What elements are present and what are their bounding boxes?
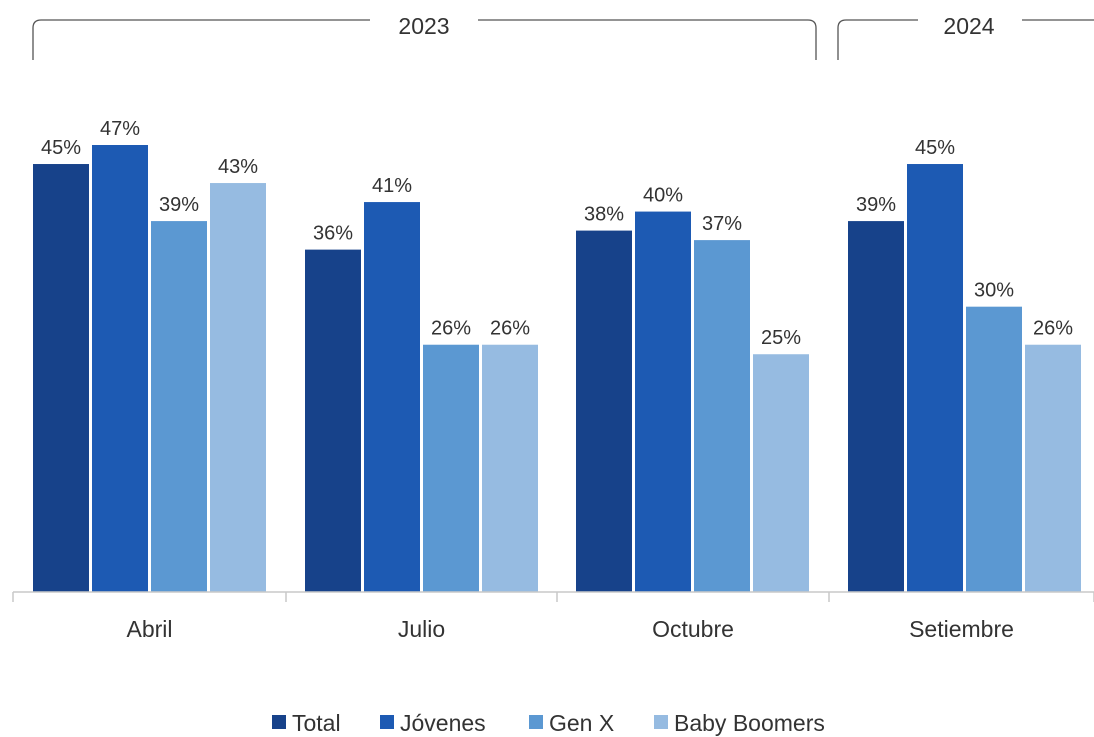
bar-julio-baby-boomers	[482, 344, 538, 592]
year-label-2024: 2024	[943, 13, 994, 39]
bars-layer	[33, 145, 1081, 593]
bar-setiembre-jovenes	[907, 164, 963, 592]
data-label-julio-jovenes: 41%	[372, 175, 412, 197]
data-label-abril-total: 45%	[41, 137, 81, 159]
legend-label-baby-boomers: Baby Boomers	[674, 710, 825, 736]
legend-swatch-gen-x	[529, 715, 543, 729]
bar-abril-total	[33, 164, 89, 592]
data-label-octubre-jovenes: 40%	[643, 185, 683, 207]
legend-label-jovenes: Jóvenes	[400, 710, 486, 736]
bar-setiembre-total	[848, 221, 904, 592]
bar-octubre-baby-boomers	[753, 354, 809, 592]
data-labels-layer: 45% 47% 39% 43% 36% 41% 26% 26% 38% 40% 37% 25% 39% 4…	[41, 118, 1073, 349]
data-label-abril-gen-x: 39%	[159, 194, 199, 216]
legend-label-gen-x: Gen X	[549, 710, 614, 736]
bar-julio-jovenes	[364, 202, 420, 592]
legend: Total Jóvenes Gen X Baby Boomers	[272, 710, 825, 736]
legend-swatch-baby-boomers	[654, 715, 668, 729]
bar-abril-jovenes	[92, 145, 148, 592]
x-axis: Abril Julio Octubre Setiembre	[12, 591, 1094, 642]
bracket-2024-left	[837, 19, 918, 60]
bar-abril-baby-boomers	[210, 183, 266, 593]
bar-octubre-jovenes	[635, 211, 691, 592]
data-label-julio-baby-boomers: 26%	[490, 318, 530, 340]
data-label-julio-total: 36%	[313, 223, 353, 245]
data-label-setiembre-total: 39%	[856, 194, 896, 216]
x-tick-label-setiembre: Setiembre	[909, 616, 1014, 642]
legend-label-total: Total	[292, 710, 341, 736]
data-label-octubre-total: 38%	[584, 204, 624, 226]
data-label-julio-gen-x: 26%	[431, 318, 471, 340]
bracket-2023-right	[478, 19, 817, 60]
bracket-2023-left	[32, 19, 370, 60]
bar-setiembre-gen-x	[966, 306, 1022, 592]
data-label-abril-jovenes: 47%	[100, 118, 140, 140]
bar-octubre-total	[576, 230, 632, 592]
bar-julio-total	[305, 249, 361, 593]
year-label-2023: 2023	[398, 13, 449, 39]
data-label-abril-baby-boomers: 43%	[218, 156, 258, 178]
bar-octubre-gen-x	[694, 240, 750, 592]
data-label-setiembre-gen-x: 30%	[974, 280, 1014, 302]
year-brackets: 2023 2024	[32, 13, 1094, 60]
x-tick-label-abril: Abril	[126, 616, 172, 642]
legend-swatch-jovenes	[380, 715, 394, 729]
data-label-octubre-baby-boomers: 25%	[761, 327, 801, 349]
bar-abril-gen-x	[151, 221, 207, 592]
legend-swatch-total	[272, 715, 286, 729]
data-label-octubre-gen-x: 37%	[702, 213, 742, 235]
bar-julio-gen-x	[423, 344, 479, 592]
x-tick-label-julio: Julio	[398, 616, 445, 642]
bar-setiembre-baby-boomers	[1025, 344, 1081, 592]
data-label-setiembre-baby-boomers: 26%	[1033, 318, 1073, 340]
x-tick-label-octubre: Octubre	[652, 616, 734, 642]
data-label-setiembre-jovenes: 45%	[915, 137, 955, 159]
